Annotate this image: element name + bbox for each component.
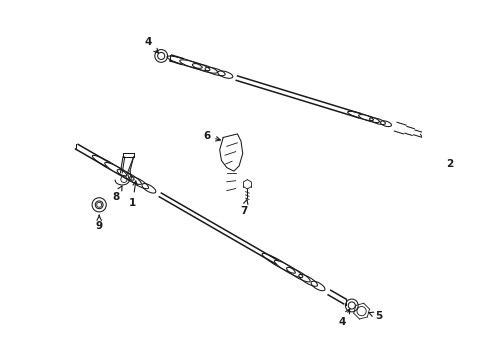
- Text: 4: 4: [144, 37, 158, 53]
- Text: 7: 7: [240, 199, 247, 216]
- Text: 1: 1: [129, 181, 137, 207]
- Text: 4: 4: [338, 309, 349, 328]
- Text: 3: 3: [0, 359, 1, 360]
- Text: 8: 8: [112, 186, 122, 202]
- Text: 6: 6: [203, 131, 220, 141]
- Text: 5: 5: [368, 311, 382, 321]
- Text: 9: 9: [96, 215, 102, 231]
- Text: 2: 2: [446, 159, 453, 170]
